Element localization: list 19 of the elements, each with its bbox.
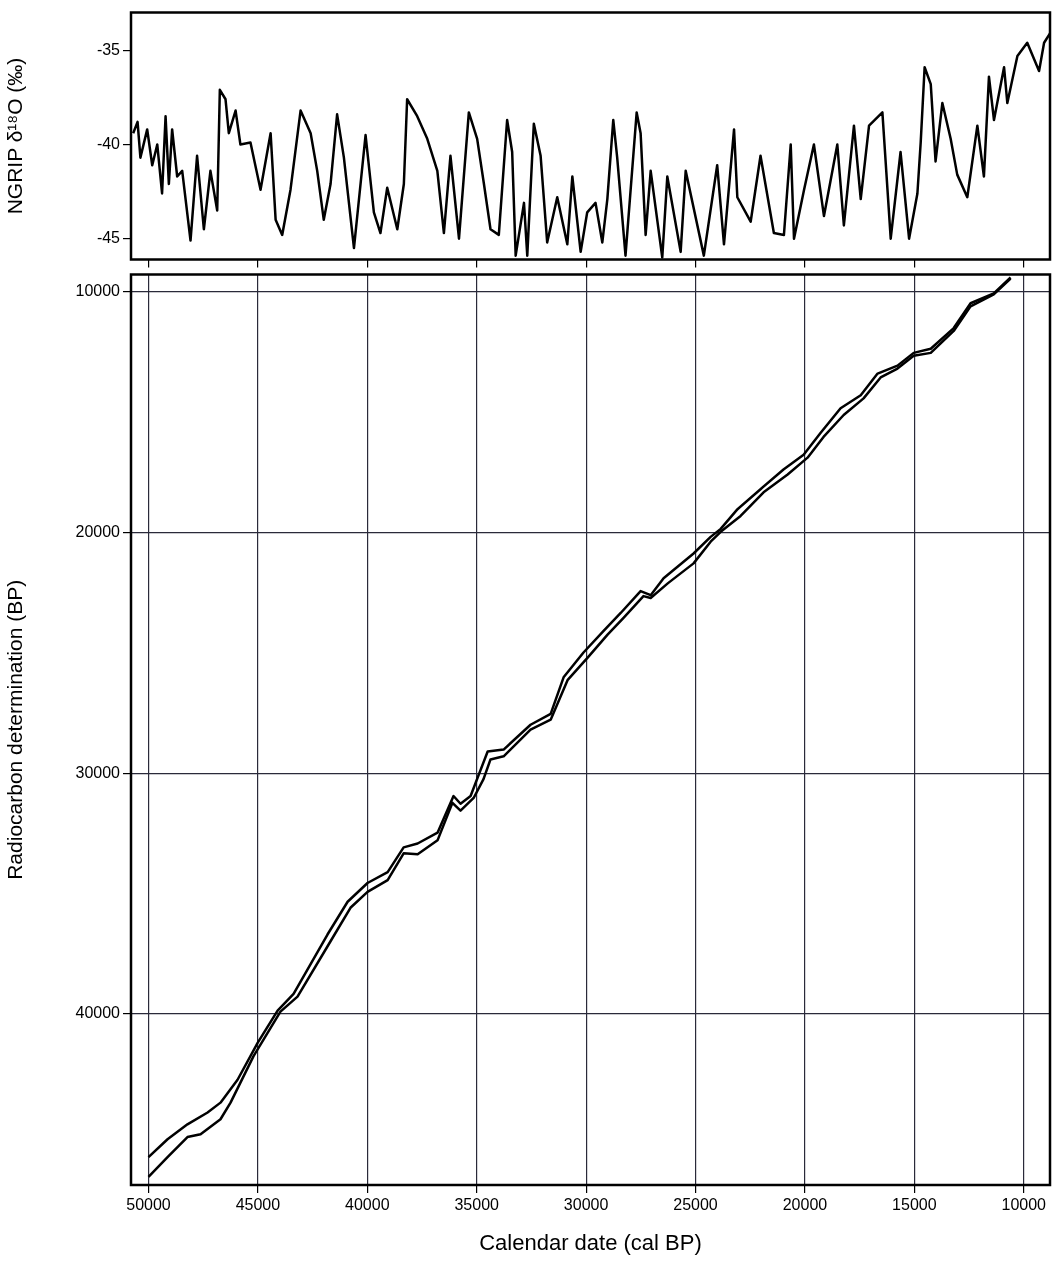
x-tick-label: 30000 — [563, 1196, 609, 1214]
y-tick-label: -45 — [96, 229, 121, 247]
y-tick-label: 30000 — [75, 763, 121, 781]
y-tick-label: -40 — [96, 134, 121, 152]
x-tick-label: 15000 — [892, 1196, 937, 1214]
x-tick-label: 25000 — [673, 1196, 718, 1214]
x-tick-label: 40000 — [345, 1196, 390, 1214]
x-tick-label: 20000 — [782, 1196, 828, 1214]
x-tick-label: 10000 — [1001, 1196, 1047, 1214]
y-axis-title: Radiocarbon determination (BP) — [3, 579, 27, 880]
y-tick-label: 40000 — [75, 1004, 121, 1022]
y-tick-label: 10000 — [75, 281, 121, 299]
x-tick-label: 50000 — [126, 1196, 171, 1214]
x-tick-label: 35000 — [454, 1196, 500, 1214]
y-tick-label: -35 — [96, 40, 121, 58]
y-axis-title: NGRIP δ¹⁸O (‰) — [3, 57, 27, 215]
x-axis-title: Calendar date (cal BP) — [479, 1229, 702, 1255]
x-tick-label: 45000 — [235, 1196, 281, 1214]
y-tick-label: 20000 — [75, 522, 121, 540]
